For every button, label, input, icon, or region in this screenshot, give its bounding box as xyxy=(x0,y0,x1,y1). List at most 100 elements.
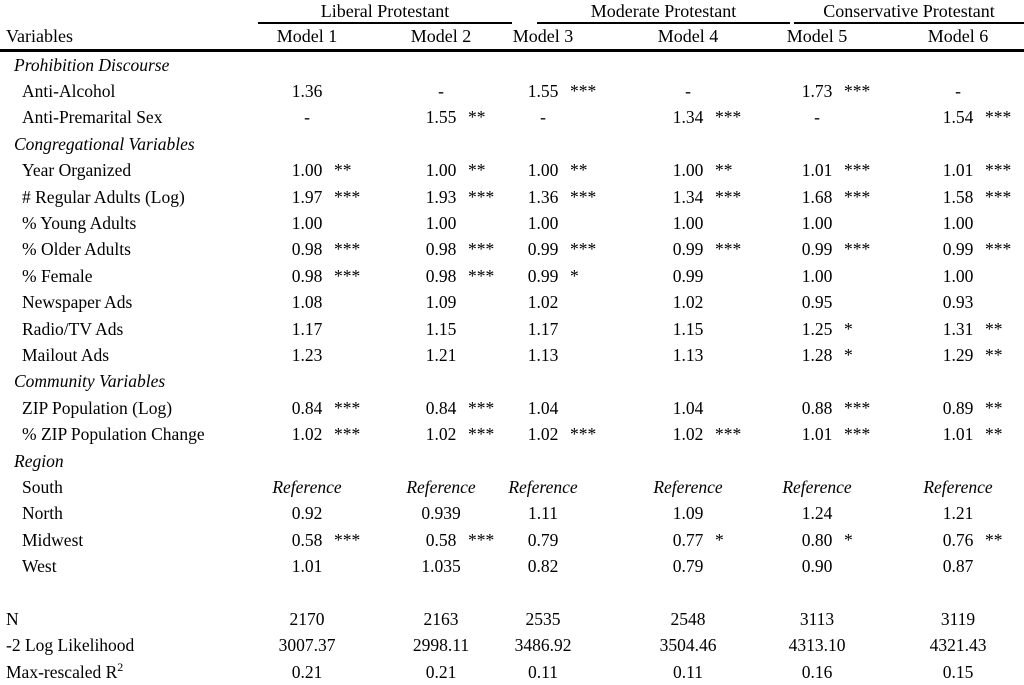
cell-number: 1.55 xyxy=(527,81,559,102)
significance-stars: *** xyxy=(334,186,361,207)
value-cell: 0.21 xyxy=(376,662,512,683)
cell-number: 1.54 xyxy=(942,107,974,128)
table-row: South Reference Reference Reference Referenc… xyxy=(0,474,1024,500)
cell-number: 1.21 xyxy=(425,344,457,365)
significance-stars: ** xyxy=(334,160,352,181)
significance-stars: *** xyxy=(468,186,495,207)
value-cell: - xyxy=(658,81,790,102)
value-cell: - xyxy=(376,81,512,102)
row-label: Community Variables xyxy=(14,371,166,392)
cell-number: 0.87 xyxy=(942,556,974,577)
cell-number: 0.79 xyxy=(527,529,559,550)
value-cell: 0.95 xyxy=(790,292,928,313)
cell-number: 0.98 xyxy=(425,265,457,286)
model-5-header: Model 5 xyxy=(786,26,848,46)
cell-number: 0.21 xyxy=(291,661,323,682)
cell-number: 1.00 xyxy=(801,213,833,234)
significance-stars: *** xyxy=(985,107,1012,128)
cell-number: 1.13 xyxy=(527,344,559,365)
cell-number: 1.00 xyxy=(291,160,323,181)
model-3-header: Model 3 xyxy=(512,26,574,46)
value-cell: 3119 xyxy=(928,609,1024,630)
cell-number: 1.73 xyxy=(801,81,833,102)
cell-number: 0.79 xyxy=(672,556,704,577)
cell-number: 0.76 xyxy=(942,529,974,550)
cell-number: - xyxy=(685,81,691,102)
significance-stars: * xyxy=(570,265,579,286)
group-header-liberal-protestant: Liberal Protestant xyxy=(258,0,512,24)
cell-number: 1.17 xyxy=(527,318,559,339)
cell-number: - xyxy=(540,107,546,128)
table-row: Radio/TV Ads 1.17 1.15 1.17 1.15 1.25 * 1.31 ** xyxy=(0,316,1024,342)
value-cell: 0.99 xyxy=(658,266,790,287)
cell-number: 0.16 xyxy=(801,661,833,682)
table-row: North 0.92 0.939 1.11 1.09 1.24 1.21 xyxy=(0,501,1024,527)
cell-number: 4321.43 xyxy=(929,635,987,656)
value-cell: 1.01 *** xyxy=(790,424,928,445)
cell-number: 1.25 xyxy=(801,318,833,339)
value-cell: 0.21 xyxy=(242,662,376,683)
cell-number: 1.00 xyxy=(291,213,323,234)
cell-number: 0.11 xyxy=(673,661,703,682)
significance-stars: ** xyxy=(985,318,1003,339)
superscript: 2 xyxy=(117,659,124,674)
table-row: Prohibition Discourse xyxy=(0,52,1024,78)
value-cell: Reference xyxy=(653,477,790,498)
value-cell: 1.02 *** xyxy=(376,424,512,445)
value-cell: 0.88 *** xyxy=(790,398,928,419)
row-label: -2 Log Likelihood xyxy=(6,635,135,656)
cell-number: 0.98 xyxy=(291,239,323,260)
value-cell: - xyxy=(790,107,928,128)
cell-number: 1.00 xyxy=(672,160,704,181)
table-row: Anti-Premarital Sex - 1.55 ** - 1.34 *** - 1.54 *… xyxy=(0,105,1024,131)
value-cell: 1.00 xyxy=(376,213,512,234)
group-header-moderate-protestant: Moderate Protestant xyxy=(537,0,790,24)
cell-number: Reference xyxy=(923,476,993,497)
significance-stars: *** xyxy=(985,186,1012,207)
cell-number: 0.77 xyxy=(672,529,704,550)
cell-number: 0.80 xyxy=(801,529,833,550)
significance-stars: *** xyxy=(570,424,597,445)
value-cell: 1.24 xyxy=(790,503,928,524)
cell-number: 4313.10 xyxy=(788,635,846,656)
cell-number: 1.28 xyxy=(801,344,833,365)
value-cell: 2548 xyxy=(658,609,790,630)
significance-stars: *** xyxy=(715,239,742,260)
significance-stars: ** xyxy=(985,344,1003,365)
cell-number: 1.17 xyxy=(291,318,323,339)
cell-number: 1.00 xyxy=(527,160,559,181)
value-cell: 1.00 xyxy=(790,213,928,234)
significance-stars: ** xyxy=(468,107,486,128)
value-cell: 1.15 xyxy=(376,319,512,340)
table-row: # Regular Adults (Log) 1.97 *** 1.93 *** 1.36… xyxy=(0,184,1024,210)
value-cell: 1.00 xyxy=(512,213,658,234)
table-row: Mailout Ads 1.23 1.21 1.13 1.13 1.28 * 1.29 ** xyxy=(0,342,1024,368)
cell-number: 3007.37 xyxy=(278,635,336,656)
value-cell: 1.36 xyxy=(242,81,376,102)
significance-stars: *** xyxy=(844,239,871,260)
cell-number: 1.11 xyxy=(528,503,558,524)
cell-number: 0.82 xyxy=(527,556,559,577)
cell-number: 1.04 xyxy=(672,397,704,418)
value-cell: 1.01 *** xyxy=(928,160,1024,181)
value-cell: 1.55 *** xyxy=(512,81,658,102)
cell-number: 1.24 xyxy=(801,503,833,524)
value-cell: 0.98 *** xyxy=(242,239,376,260)
model-4-header: Model 4 xyxy=(657,26,719,46)
significance-stars: *** xyxy=(334,239,361,260)
value-cell: 0.84 *** xyxy=(242,398,376,419)
significance-stars: *** xyxy=(468,529,495,550)
cell-number: 1.01 xyxy=(942,424,974,445)
value-cell: - xyxy=(512,107,658,128)
row-label: Congregational Variables xyxy=(14,133,195,154)
value-cell: 1.01 xyxy=(242,556,376,577)
cell-number: 0.15 xyxy=(942,661,974,682)
cell-number: 0.99 xyxy=(801,239,833,260)
cell-number: 1.58 xyxy=(942,186,974,207)
value-cell: Reference xyxy=(508,477,658,498)
cell-number: 1.15 xyxy=(672,318,704,339)
value-cell: 0.98 *** xyxy=(242,266,376,287)
significance-stars: * xyxy=(844,318,853,339)
value-cell: 1.00 ** xyxy=(512,160,658,181)
value-cell: Reference xyxy=(923,476,1024,498)
